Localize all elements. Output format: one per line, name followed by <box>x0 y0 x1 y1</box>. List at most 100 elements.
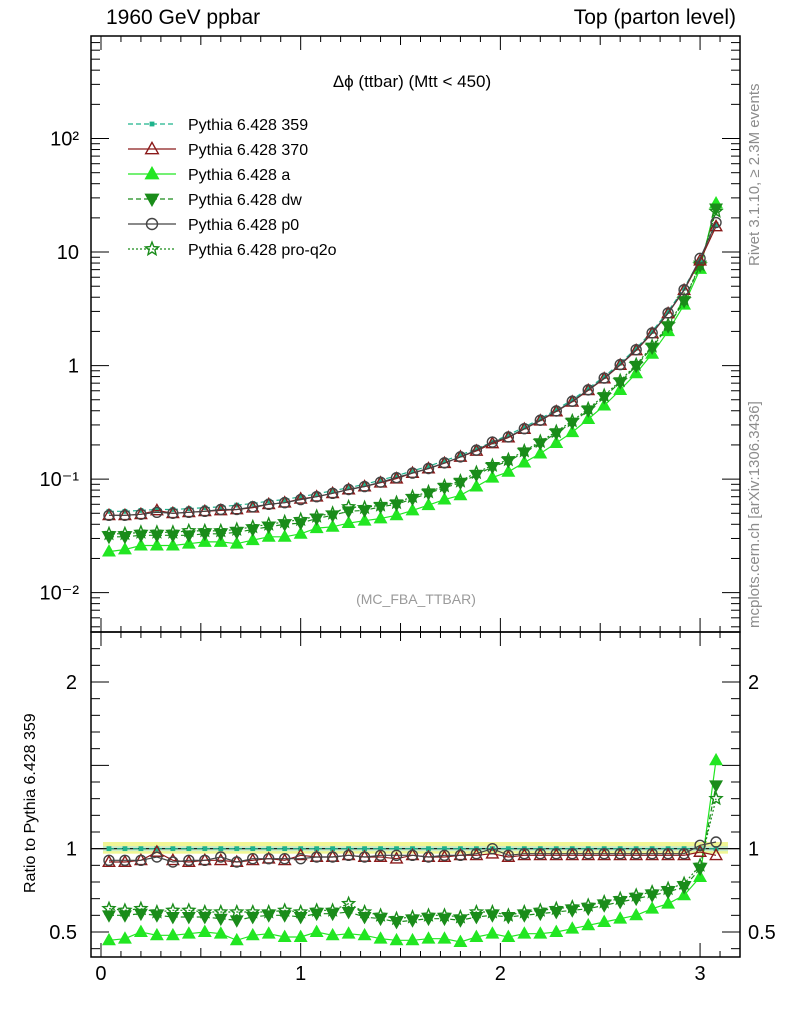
ratio-point <box>341 847 356 861</box>
ratio-point <box>468 903 485 919</box>
data-point <box>453 487 468 501</box>
data-point <box>582 384 594 396</box>
ratio-point <box>565 921 580 934</box>
ratio-point <box>106 846 112 852</box>
legend-entry-pythia-6-428-370: Pythia 6.428 370 <box>128 140 308 159</box>
legend: Pythia 6.428 359 Pythia 6.428 370 Pythia 6… <box>128 117 337 259</box>
ratio-point <box>678 847 690 860</box>
ratio-y-tick-label: 2 <box>66 672 77 694</box>
legend-marker <box>144 140 160 155</box>
ratio-point <box>454 849 467 862</box>
ratio-plot: 0 1 2 3 0.5 0.5 1 1 2 2 <box>49 631 776 985</box>
ratio-point <box>122 846 128 852</box>
ratio-point <box>469 929 484 942</box>
ratio-point <box>325 927 340 941</box>
data-point <box>374 476 387 488</box>
ratio-point <box>309 849 324 862</box>
data-point <box>325 519 340 532</box>
ratio-point <box>373 931 388 944</box>
ratio-point <box>614 847 626 860</box>
ratio-point <box>644 883 660 899</box>
ratio-point <box>324 902 341 917</box>
ratio-point <box>181 902 197 917</box>
ratio-point <box>662 847 674 860</box>
rivet-version-label: Rivet 3.1.10, ≥ 2.3M events <box>746 83 763 267</box>
data-point <box>373 511 388 524</box>
data-point <box>324 505 341 520</box>
ratio-point <box>218 846 224 852</box>
data-point <box>617 360 623 366</box>
series-line <box>109 211 717 535</box>
ratio-point <box>533 926 548 939</box>
data-point <box>154 507 160 512</box>
series-pythia-6-428-359 <box>106 222 719 514</box>
data-point <box>709 219 723 232</box>
ratio-point <box>229 915 244 928</box>
ratio-point <box>426 846 431 852</box>
data-point <box>468 464 485 480</box>
legend-entry-pythia-6-428-pro-q2o: Pythia 6.428 pro-q2o <box>128 240 337 259</box>
data-point <box>537 416 543 422</box>
data-point <box>420 483 437 499</box>
data-point <box>165 538 180 551</box>
data-point <box>394 473 399 479</box>
data-point <box>601 374 607 379</box>
ratio-point <box>581 847 596 861</box>
data-point <box>406 467 419 479</box>
data-point <box>422 462 435 475</box>
data-point <box>486 436 499 448</box>
data-point <box>215 503 227 516</box>
ratio-point <box>612 890 628 906</box>
data-point <box>340 498 357 514</box>
data-point <box>521 424 527 430</box>
ratio-point <box>167 856 179 868</box>
x-tick-label: 3 <box>694 963 705 985</box>
ratio-point <box>357 927 372 941</box>
ratio-point <box>165 852 180 866</box>
ratio-point <box>314 846 320 852</box>
series-pythia-6-428-pro-q2o <box>101 203 724 541</box>
ratio-point <box>548 900 564 916</box>
ratio-point <box>279 852 291 865</box>
data-point <box>151 506 163 519</box>
ratio-point <box>202 846 208 852</box>
data-point <box>170 507 176 512</box>
data-point <box>356 499 373 515</box>
ratio-point <box>565 847 580 861</box>
ratio-point <box>215 851 227 863</box>
ratio-point <box>247 852 259 865</box>
data-point <box>165 505 180 519</box>
ratio-y-tick-label: 0.5 <box>49 922 77 944</box>
data-point <box>585 385 591 391</box>
data-point <box>183 506 195 519</box>
data-point <box>250 501 256 506</box>
ratio-point <box>309 924 324 937</box>
data-point <box>346 485 352 491</box>
data-point <box>436 477 453 493</box>
ratio-point <box>660 880 676 896</box>
data-point <box>103 509 115 521</box>
data-point <box>533 446 548 459</box>
data-point <box>102 507 116 521</box>
x-tick-label: 0 <box>95 963 106 985</box>
legend-label: Pythia 6.428 pro-q2o <box>188 242 337 259</box>
data-point <box>553 407 559 412</box>
data-point <box>550 405 562 417</box>
data-point <box>213 522 229 538</box>
data-point <box>341 515 356 529</box>
data-point <box>708 203 724 219</box>
ratio-point <box>597 914 612 927</box>
ratio-point <box>517 926 532 939</box>
data-point <box>614 358 626 371</box>
ratio-point <box>677 847 692 861</box>
ratio-point <box>501 849 516 862</box>
ratio-point <box>628 887 644 902</box>
ratio-point <box>261 926 276 939</box>
data-point <box>649 329 655 334</box>
ratio-point <box>389 932 404 946</box>
data-point <box>426 463 431 469</box>
ratio-point <box>310 851 323 863</box>
data-point <box>388 494 405 510</box>
ratio-point <box>326 851 339 863</box>
data-point <box>122 508 128 514</box>
